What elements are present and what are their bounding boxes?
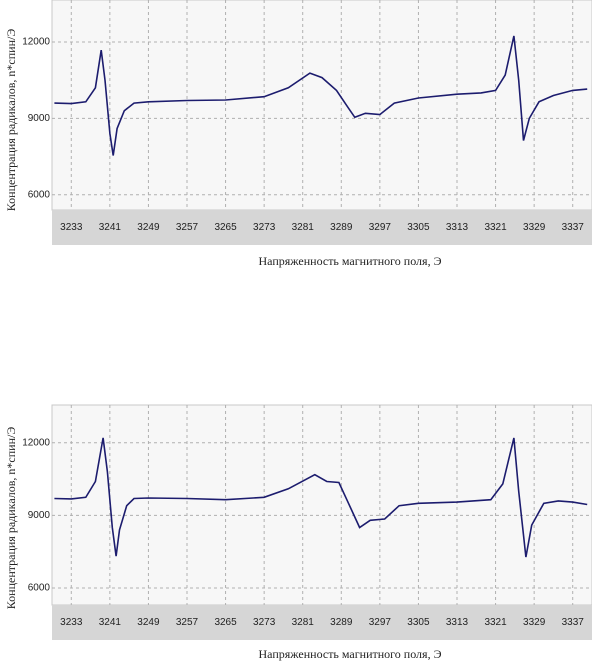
tick-strip [52, 210, 592, 245]
x-tick-label: 3265 [214, 222, 237, 233]
data-line [54, 35, 588, 156]
x-tick-label: 3297 [369, 222, 392, 233]
y-tick-label: 9000 [28, 510, 51, 521]
x-tick-label: 3313 [446, 222, 469, 233]
x-tick-label: 3249 [137, 222, 160, 233]
plot-area [51, 404, 592, 606]
x-tick-label: 3321 [484, 222, 507, 233]
y-axis-label: Концентрация радикалов, n*спин/Э [4, 29, 18, 212]
x-tick-label: 3281 [292, 617, 315, 628]
x-tick-label: 3329 [523, 222, 546, 233]
x-tick-label: 3257 [176, 222, 199, 233]
y-tick-label: 12000 [22, 37, 50, 48]
x-tick-label: 3313 [446, 617, 469, 628]
x-tick-label: 3281 [292, 222, 315, 233]
y-tick-label: 6000 [28, 583, 51, 594]
x-tick-label: 3241 [99, 222, 122, 233]
x-tick-label: 3337 [562, 617, 585, 628]
x-tick-label: 3329 [523, 617, 546, 628]
x-tick-label: 3297 [369, 617, 392, 628]
x-axis-label: Напряженность магнитного поля, Э [258, 254, 441, 268]
y-tick-label: 6000 [28, 189, 51, 200]
x-tick-label: 3249 [137, 617, 160, 628]
x-tick-label: 3265 [214, 617, 237, 628]
y-axis-label: Концентрация радикалов, n*спин/Э [4, 427, 18, 610]
x-tick-label: 3289 [330, 617, 353, 628]
y-tick-label: 12000 [22, 437, 50, 448]
tick-strip [52, 605, 592, 640]
x-axis-label: Напряженность магнитного поля, Э [258, 647, 441, 661]
y-tick-label: 9000 [28, 113, 51, 124]
x-tick-label: 3289 [330, 222, 353, 233]
x-tick-label: 3241 [99, 617, 122, 628]
x-tick-label: 3321 [484, 617, 507, 628]
x-tick-label: 3337 [562, 222, 585, 233]
data-line [54, 437, 588, 558]
x-tick-label: 3273 [253, 222, 276, 233]
x-tick-label: 3257 [176, 617, 199, 628]
x-tick-label: 3273 [253, 617, 276, 628]
x-tick-label: 3305 [407, 617, 430, 628]
x-tick-label: 3233 [60, 222, 83, 233]
x-tick-label: 3305 [407, 222, 430, 233]
x-tick-label: 3233 [60, 617, 83, 628]
plot-area [51, 0, 592, 211]
